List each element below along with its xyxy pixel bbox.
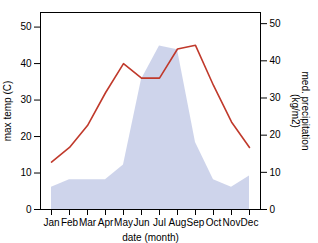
svg-text:Mar: Mar — [79, 217, 97, 228]
svg-text:med. precipitation(kg/m2): med. precipitation(kg/m2) — [290, 72, 311, 151]
svg-text:Jun: Jun — [133, 217, 149, 228]
svg-text:10: 10 — [20, 167, 32, 178]
svg-text:0: 0 — [26, 204, 32, 215]
svg-text:0: 0 — [270, 204, 276, 215]
svg-text:Sep: Sep — [187, 217, 205, 228]
svg-text:Jan: Jan — [43, 217, 59, 228]
svg-text:50: 50 — [20, 21, 32, 32]
svg-text:Jul: Jul — [153, 217, 166, 228]
svg-text:max temp (C): max temp (C) — [2, 81, 13, 142]
svg-text:30: 30 — [270, 92, 282, 103]
svg-text:May: May — [114, 217, 133, 228]
svg-text:20: 20 — [20, 131, 32, 142]
svg-text:50: 50 — [270, 18, 282, 29]
svg-text:30: 30 — [20, 94, 32, 105]
svg-text:Dec: Dec — [241, 217, 259, 228]
svg-text:10: 10 — [270, 167, 282, 178]
svg-text:Apr: Apr — [98, 217, 114, 228]
svg-text:20: 20 — [270, 129, 282, 140]
svg-text:Feb: Feb — [61, 217, 79, 228]
svg-text:Aug: Aug — [169, 217, 187, 228]
svg-text:Nov: Nov — [223, 217, 241, 228]
svg-text:40: 40 — [270, 55, 282, 66]
svg-text:Oct: Oct — [206, 217, 222, 228]
svg-text:date (month): date (month) — [122, 232, 179, 243]
svg-text:40: 40 — [20, 58, 32, 69]
